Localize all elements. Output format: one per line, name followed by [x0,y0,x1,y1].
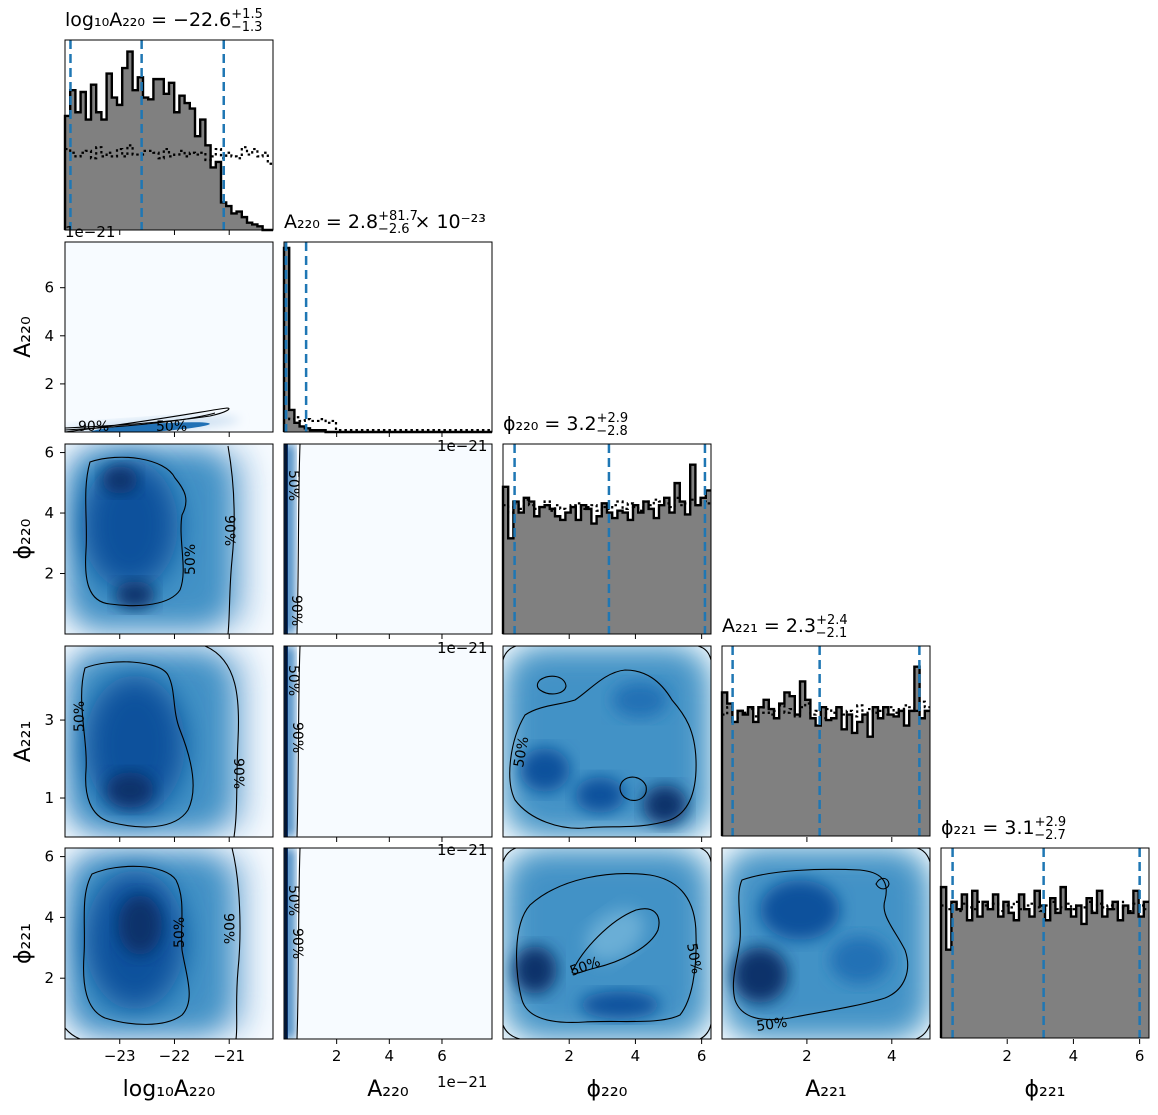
x-axis-label-phi221: ϕ₂₂₁ [1025,1077,1066,1102]
x-tick-label-phi221: 2 [1002,1047,1012,1065]
y-tick-label-A220: 6 [44,279,54,297]
y-axis-label-A221: A₂₂₁ [11,721,36,763]
histogram-frame [502,443,712,635]
density-panel-A220-vs-logA220: 90% 50% [64,241,274,435]
prior-histogram-step [65,144,273,165]
contour-label: 90% [230,758,246,789]
contour-label: 50% [285,885,301,916]
x-axis-label-logA220: log₁₀A₂₂₀ [123,1077,216,1102]
contour-label: 90% [288,595,304,626]
panel-title-A220: A₂₂₀ = 2.8+81.7 −2.6 × 10⁻²³ [284,209,486,237]
density-panel-phi221-vs-phi220: 50% 50% [502,847,712,1040]
x-tick-label-phi220: 2 [564,1047,574,1065]
density-panel-phi221-vs-logA220: 50% 90% [64,847,274,1040]
panel-title-phi220: ϕ₂₂₀ = 3.2+2.9 −2.8 [503,411,628,439]
histogram-panel-A221: A₂₂₁ = 2.3+2.4 −2.1 [720,613,931,837]
panel-title-phi221: ϕ₂₂₁ = 3.1+2.9 −2.7 [941,815,1066,843]
contour-label: 90% [289,722,305,753]
density-panel-A221-vs-logA220: 50% 90% [64,645,274,838]
offset-label: 1e−21 [437,437,487,455]
contour-label: 50% [183,544,199,575]
contour-label: 90% [78,419,109,435]
contour-label: 50% [755,1015,788,1035]
posterior-histogram-step [720,665,930,836]
histogram-frame [64,39,274,231]
histogram-panel-phi221: ϕ₂₂₁ = 3.1+2.9 −2.7 [939,815,1150,1039]
contour-label: 50% [511,735,532,768]
y-tick-label-A221: 3 [44,711,54,729]
histogram-frame [283,241,493,433]
y-tick-label-phi220: 4 [44,504,54,522]
posterior-histogram-step [63,50,273,232]
y-tick-label-A220: 4 [44,327,54,345]
x-tick-label-phi220: 4 [631,1047,641,1065]
contour-label: 90% [221,515,237,546]
generated-chart-elements: log₁₀A₂₂₀ = −22.6+1.5 −1.3 A₂₂₀ = 2.8+81.7… [11,7,1150,1102]
y-tick-label-phi221: 6 [44,848,54,866]
contour-label: 50% [285,470,301,501]
histogram-panel-logA220: log₁₀A₂₂₀ = −22.6+1.5 −1.3 [63,7,274,232]
x-tick-label-logA220: −23 [104,1047,136,1065]
posterior-histogram-step [939,885,1149,1038]
x-tick-label-A221: 4 [887,1047,897,1065]
offset-label: 1e−21 [437,639,487,657]
density-panel-A221-vs-A220: 50% 90% [283,645,493,838]
y-axis-label-phi220: ϕ₂₂₀ [11,518,36,559]
posterior-histogram-step [501,463,711,634]
histogram-background [284,242,492,432]
x-axis-label-phi220: ϕ₂₂₀ [587,1077,628,1102]
offset-label: 1e−21 [65,223,115,241]
contour-label: 50% [156,419,187,435]
prior-histogram-step [722,700,930,720]
panel-title-A221: A₂₂₁ = 2.3+2.4 −2.1 [722,613,848,641]
histogram-frame [721,645,931,837]
prior-histogram-step [284,416,492,432]
posterior-histogram-fill [941,887,1149,1038]
y-tick-label-A221: 1 [44,789,54,807]
density-panel-phi220-vs-A220: 50% 90% [283,443,493,635]
x-tick-label-logA220: −22 [159,1047,191,1065]
offset-label: 1e−21 [437,1073,487,1091]
y-tick-label-phi220: 2 [44,565,54,583]
density-panel-phi220-vs-logA220: 50% 90% [64,443,274,635]
density-panel-phi221-vs-A221: 50% [721,847,931,1040]
y-axis-label-A220: A₂₂₀ [11,316,36,358]
x-tick-label-A221: 2 [802,1047,812,1065]
x-tick-label-phi221: 6 [1135,1047,1145,1065]
contour-label: 50% [683,942,704,975]
contour-label: 50% [72,701,88,732]
x-tick-label-phi220: 6 [697,1047,707,1065]
prior-histogram-step [503,496,711,514]
x-tick-label-A220: 4 [385,1047,395,1065]
histogram-frame [940,847,1150,1039]
y-tick-label-phi220: 6 [44,444,54,462]
x-tick-label-phi221: 4 [1069,1047,1079,1065]
y-axis-label-phi221: ϕ₂₂₁ [11,923,36,964]
y-tick-label-A220: 2 [44,375,54,393]
contour-label: 90% [289,928,305,959]
contour-label: 50% [285,665,301,696]
contour-label: 50% [172,917,188,948]
contour-label: 90% [220,913,236,944]
histogram-panel-phi220: ϕ₂₂₀ = 3.2+2.9 −2.8 [501,411,712,635]
histogram-panel-A220: A₂₂₀ = 2.8+81.7 −2.6 × 10⁻²³ [282,209,493,434]
x-tick-label-logA220: −21 [213,1047,245,1065]
density-panel-A221-vs-phi220: 50% [502,645,712,838]
panel-title-logA220: log₁₀A₂₂₀ = −22.6+1.5 −1.3 [65,7,263,35]
x-tick-label-A220: 6 [437,1047,447,1065]
x-axis-label-A221: A₂₂₁ [805,1077,847,1102]
density-panel-phi221-vs-A220: 50% 90% [283,847,493,1040]
x-tick-label-A220: 2 [332,1047,342,1065]
offset-label: 1e−21 [437,841,487,859]
y-tick-label-phi221: 4 [44,908,54,926]
x-axis-label-A220: A₂₂₀ [367,1077,409,1102]
y-tick-label-phi221: 2 [44,969,54,987]
